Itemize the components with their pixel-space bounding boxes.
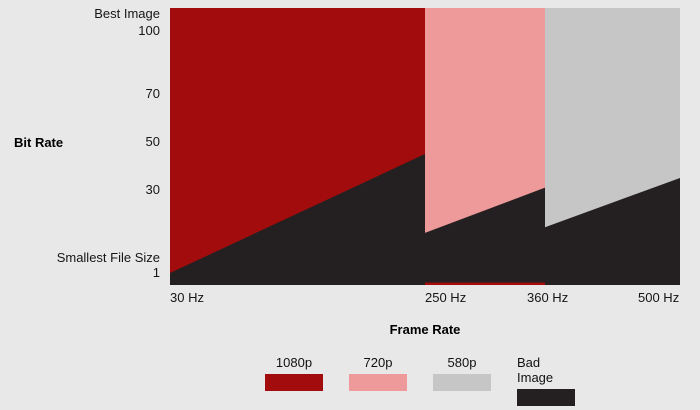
y-tick-best-image: Best Image	[94, 6, 160, 21]
legend-swatch-1080p	[265, 374, 323, 391]
legend-swatch-720p	[349, 374, 407, 391]
legend-label-580p: 580p	[447, 355, 477, 370]
x-axis-title: Frame Rate	[389, 322, 461, 337]
y-tick-100: 100	[138, 23, 160, 38]
x-tick-500hz: 500 Hz	[638, 290, 680, 305]
y-tick-50: 50	[145, 134, 160, 149]
y-axis-title: Bit Rate	[14, 135, 64, 150]
legend-swatch-bad-image	[517, 389, 575, 406]
legend-label-bad-image: Bad Image	[517, 355, 554, 385]
y-tick-1: 1	[152, 265, 160, 280]
legend: 1080p 720p 580p Bad Image	[265, 355, 575, 406]
legend-swatch-580p	[433, 374, 491, 391]
legend-label-720p: 720p	[363, 355, 393, 370]
x-tick-360hz: 360 Hz	[527, 290, 569, 305]
y-tick-70: 70	[145, 86, 160, 101]
x-tick-30hz: 30 Hz	[170, 290, 204, 305]
legend-item-1080p: 1080p	[265, 355, 323, 406]
legend-item-580p: 580p	[433, 355, 491, 406]
legend-label-1080p: 1080p	[275, 355, 313, 370]
y-tick-smallest-file-size: Smallest File Size	[56, 250, 160, 265]
legend-item-720p: 720p	[349, 355, 407, 406]
legend-item-bad-image: Bad Image	[517, 355, 575, 406]
x-tick-250hz: 250 Hz	[425, 290, 467, 305]
y-tick-30: 30	[145, 182, 160, 197]
